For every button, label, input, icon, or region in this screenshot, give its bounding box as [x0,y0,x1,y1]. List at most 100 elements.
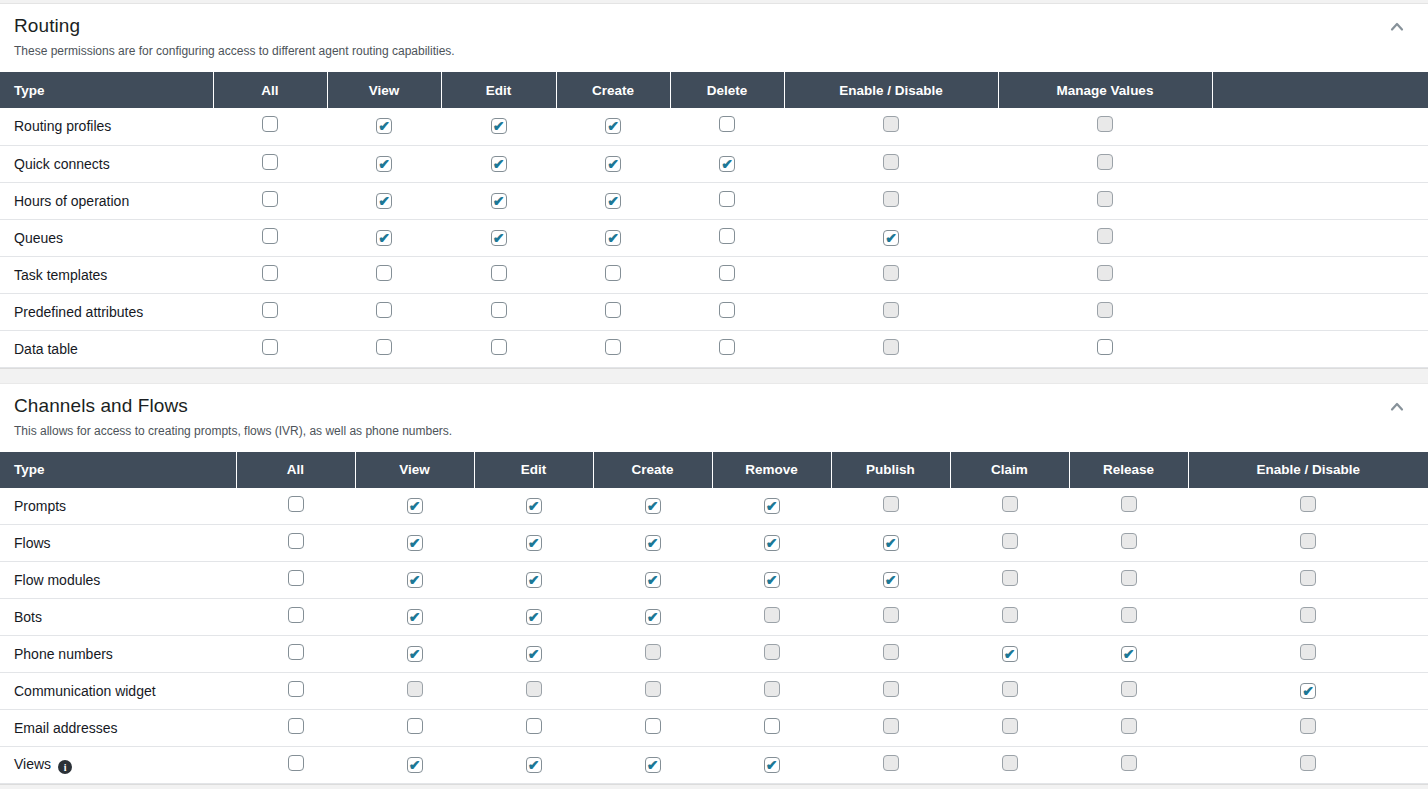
table-row: Flows✔✔✔✔✔ [0,525,1428,562]
permission-checkbox[interactable] [719,116,735,132]
permission-checkbox[interactable] [605,302,621,318]
permission-checkbox[interactable] [288,533,304,549]
permission-checkbox[interactable]: ✔ [719,156,735,172]
permission-checkbox [1097,302,1113,318]
permission-checkbox[interactable] [719,191,735,207]
permission-checkbox[interactable] [407,718,423,734]
permission-checkbox[interactable] [262,154,278,170]
permission-checkbox[interactable] [719,302,735,318]
permission-checkbox[interactable]: ✔ [645,757,661,773]
permission-checkbox[interactable] [262,116,278,132]
permission-checkbox[interactable] [719,339,735,355]
permission-checkbox[interactable] [288,644,304,660]
permission-checkbox[interactable]: ✔ [407,609,423,625]
permission-checkbox[interactable]: ✔ [764,572,780,588]
permission-checkbox[interactable] [526,718,542,734]
permission-checkbox[interactable]: ✔ [1002,646,1018,662]
permission-checkbox[interactable] [491,265,507,281]
section-description-channels-and-flows: This allows for access to creating promp… [14,424,1414,438]
permission-checkbox[interactable] [491,302,507,318]
permission-checkbox[interactable] [645,718,661,734]
permission-checkbox[interactable] [605,265,621,281]
permission-checkbox[interactable] [288,681,304,697]
permission-checkbox[interactable] [288,496,304,512]
permission-checkbox[interactable]: ✔ [407,572,423,588]
row-label: Queues [14,230,63,246]
permission-checkbox[interactable] [376,302,392,318]
permission-checkbox[interactable]: ✔ [1300,683,1316,699]
column-header-remove: Remove [712,452,831,488]
permission-checkbox[interactable]: ✔ [645,609,661,625]
permission-checkbox[interactable] [262,191,278,207]
permission-checkbox [883,755,899,771]
section-divider [0,368,1428,384]
permission-checkbox[interactable] [605,339,621,355]
permission-checkbox[interactable]: ✔ [376,118,392,134]
permission-checkbox[interactable] [262,265,278,281]
permission-checkbox [1300,718,1316,734]
permission-checkbox[interactable]: ✔ [764,535,780,551]
permission-checkbox[interactable] [719,228,735,244]
row-label: Communication widget [14,683,156,699]
permission-checkbox[interactable]: ✔ [376,156,392,172]
permission-checkbox[interactable]: ✔ [407,535,423,551]
permission-checkbox[interactable]: ✔ [407,757,423,773]
permission-checkbox[interactable]: ✔ [526,646,542,662]
permission-checkbox[interactable] [262,228,278,244]
permission-checkbox[interactable]: ✔ [605,118,621,134]
permission-checkbox[interactable] [764,718,780,734]
permission-checkbox[interactable] [262,302,278,318]
collapse-chevron-up-icon[interactable] [1388,18,1406,36]
permission-checkbox [1002,607,1018,623]
permission-checkbox[interactable]: ✔ [491,193,507,209]
permission-checkbox [883,154,899,170]
permission-checkbox[interactable] [288,755,304,771]
permission-checkbox[interactable]: ✔ [605,230,621,246]
channels-permissions-table: TypeAllViewEditCreateRemovePublishClaimR… [0,452,1428,785]
permission-checkbox[interactable]: ✔ [376,193,392,209]
permission-checkbox[interactable]: ✔ [526,535,542,551]
permission-checkbox[interactable] [262,339,278,355]
permission-checkbox[interactable]: ✔ [605,156,621,172]
permission-checkbox[interactable]: ✔ [645,535,661,551]
row-label: Flow modules [14,572,100,588]
row-label: Hours of operation [14,193,129,209]
column-header-create: Create [556,72,670,108]
permission-checkbox[interactable] [491,339,507,355]
permission-checkbox[interactable]: ✔ [491,156,507,172]
permission-checkbox[interactable] [719,265,735,281]
permission-checkbox[interactable] [288,718,304,734]
permission-checkbox [1300,570,1316,586]
permission-checkbox [645,644,661,660]
permission-checkbox[interactable]: ✔ [645,498,661,514]
row-label: Routing profiles [14,118,111,134]
permission-checkbox[interactable]: ✔ [605,193,621,209]
permission-checkbox[interactable]: ✔ [526,572,542,588]
permission-checkbox[interactable] [1097,339,1113,355]
permission-checkbox[interactable]: ✔ [526,757,542,773]
permission-checkbox[interactable]: ✔ [376,230,392,246]
permission-checkbox[interactable]: ✔ [883,230,899,246]
permission-checkbox[interactable]: ✔ [526,498,542,514]
permission-checkbox[interactable]: ✔ [526,609,542,625]
permission-checkbox[interactable] [288,570,304,586]
info-icon[interactable]: i [58,760,72,774]
permission-checkbox[interactable]: ✔ [407,646,423,662]
permission-checkbox[interactable]: ✔ [491,230,507,246]
permission-checkbox[interactable]: ✔ [407,498,423,514]
permission-checkbox[interactable]: ✔ [645,572,661,588]
permission-checkbox[interactable]: ✔ [764,498,780,514]
permission-checkbox [1300,644,1316,660]
table-row: Bots✔✔✔ [0,599,1428,636]
permission-checkbox[interactable]: ✔ [883,572,899,588]
permission-checkbox [1002,496,1018,512]
permission-checkbox[interactable]: ✔ [1121,646,1137,662]
permission-checkbox[interactable]: ✔ [764,757,780,773]
table-row: Routing profiles ✔ ✔ ✔ [0,108,1428,145]
permission-checkbox[interactable]: ✔ [883,535,899,551]
permission-checkbox[interactable] [376,339,392,355]
permission-checkbox[interactable] [288,607,304,623]
collapse-chevron-up-icon[interactable] [1388,398,1406,416]
permission-checkbox[interactable]: ✔ [491,118,507,134]
permission-checkbox[interactable] [376,265,392,281]
